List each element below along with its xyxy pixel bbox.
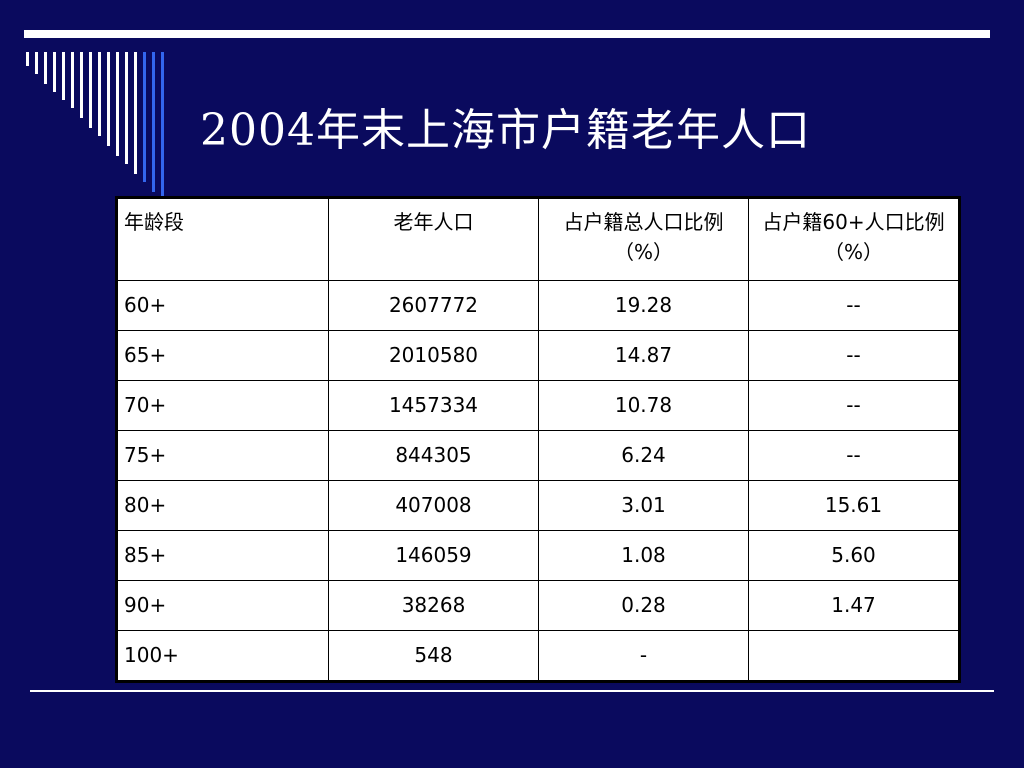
table-cell bbox=[748, 630, 959, 681]
stripe bbox=[80, 52, 83, 118]
table-row: 100+ 548 - bbox=[117, 630, 959, 681]
table-cell: 85+ bbox=[117, 530, 329, 581]
table-cell: 6.24 bbox=[538, 430, 749, 481]
table-row: 85+ 146059 1.08 5.60 bbox=[117, 530, 959, 581]
table-cell: 548 bbox=[328, 630, 539, 681]
stripe bbox=[44, 52, 47, 84]
table-cell: 60+ bbox=[117, 280, 329, 331]
bottom-divider-line bbox=[30, 690, 994, 692]
table-cell: 38268 bbox=[328, 580, 539, 631]
header-cell: 占户籍60+人口比例（%） bbox=[748, 198, 959, 281]
stripe bbox=[134, 52, 137, 174]
decorative-stripes bbox=[0, 0, 200, 220]
table-cell: 10.78 bbox=[538, 380, 749, 431]
stripe bbox=[71, 52, 74, 108]
table-cell: 19.28 bbox=[538, 280, 749, 331]
table-cell: 2010580 bbox=[328, 330, 539, 381]
header-cell: 占户籍总人口比例（%） bbox=[538, 198, 749, 281]
table-row: 65+ 2010580 14.87 -- bbox=[117, 330, 959, 381]
stripe bbox=[62, 52, 65, 100]
top-divider-line bbox=[24, 30, 990, 38]
table-cell: 90+ bbox=[117, 580, 329, 631]
table-row: 60+ 2607772 19.28 -- bbox=[117, 280, 959, 331]
table-cell: 1.08 bbox=[538, 530, 749, 581]
stripe bbox=[125, 52, 128, 164]
table-row: 90+ 38268 0.28 1.47 bbox=[117, 580, 959, 631]
stripe bbox=[107, 52, 110, 146]
stripe bbox=[98, 52, 101, 136]
table-cell: 65+ bbox=[117, 330, 329, 381]
table-cell: - bbox=[538, 630, 749, 681]
table-cell: 2607772 bbox=[328, 280, 539, 331]
table-cell: 1.47 bbox=[748, 580, 959, 631]
stripe bbox=[89, 52, 92, 128]
table-cell: -- bbox=[748, 330, 959, 381]
table-cell: 3.01 bbox=[538, 480, 749, 531]
stripe bbox=[26, 52, 29, 66]
table-cell: 844305 bbox=[328, 430, 539, 481]
table-cell: 0.28 bbox=[538, 580, 749, 631]
table-cell: 407008 bbox=[328, 480, 539, 531]
table-cell: -- bbox=[748, 430, 959, 481]
stripe bbox=[53, 52, 56, 92]
table-cell: 1457334 bbox=[328, 380, 539, 431]
table-cell: 5.60 bbox=[748, 530, 959, 581]
table-cell: -- bbox=[748, 280, 959, 331]
table-row: 70+ 1457334 10.78 -- bbox=[117, 380, 959, 431]
table-cell: 146059 bbox=[328, 530, 539, 581]
table-cell: 14.87 bbox=[538, 330, 749, 381]
table-cell: 70+ bbox=[117, 380, 329, 431]
stripe bbox=[143, 52, 146, 182]
table-cell: -- bbox=[748, 380, 959, 431]
table-cell: 100+ bbox=[117, 630, 329, 681]
data-table: 年龄段 老年人口 占户籍总人口比例（%） 占户籍60+人口比例（%） 60+ 2… bbox=[115, 196, 961, 683]
slide-title: 2004年末上海市户籍老年人口 bbox=[200, 105, 811, 156]
table-cell: 80+ bbox=[117, 480, 329, 531]
header-cell: 老年人口 bbox=[328, 198, 539, 281]
stripe bbox=[35, 52, 38, 74]
table-cell: 15.61 bbox=[748, 480, 959, 531]
table-row: 80+ 407008 3.01 15.61 bbox=[117, 480, 959, 531]
header-cell: 年龄段 bbox=[117, 198, 329, 281]
table-header-row: 年龄段 老年人口 占户籍总人口比例（%） 占户籍60+人口比例（%） bbox=[117, 198, 959, 281]
table-cell: 75+ bbox=[117, 430, 329, 481]
stripe bbox=[161, 52, 164, 202]
stripe bbox=[152, 52, 155, 192]
table-row: 75+ 844305 6.24 -- bbox=[117, 430, 959, 481]
stripe bbox=[116, 52, 119, 156]
